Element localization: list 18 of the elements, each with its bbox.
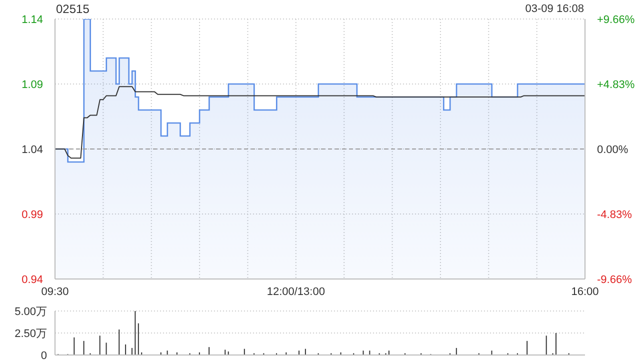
y2-tick-label: +4.83%	[597, 79, 635, 91]
y-tick-label: 0	[40, 350, 47, 360]
y-tick-label: 0.94	[22, 274, 43, 286]
y-tick-label: 1.04	[22, 144, 43, 156]
y2-tick-label: -4.83%	[597, 209, 632, 221]
x-tick-label: 12:00/13:00	[266, 286, 325, 298]
y-tick-label: 2.50万	[14, 328, 47, 340]
text: 03-09 16:08	[525, 3, 584, 15]
y2-tick-label: -9.66%	[597, 274, 632, 286]
y-tick-label: 5.00万	[14, 306, 47, 318]
y-tick-label: 1.09	[22, 79, 43, 91]
y-tick-label: 0.99	[22, 209, 43, 221]
x-tick-label: 09:30	[41, 286, 69, 298]
y-tick-label: 1.14	[22, 14, 43, 26]
x-tick-label: 16:00	[571, 286, 599, 298]
y2-tick-label: 0.00%	[597, 144, 628, 156]
y2-tick-label: +9.66%	[597, 14, 635, 26]
chart-title: 02515	[56, 2, 90, 16]
